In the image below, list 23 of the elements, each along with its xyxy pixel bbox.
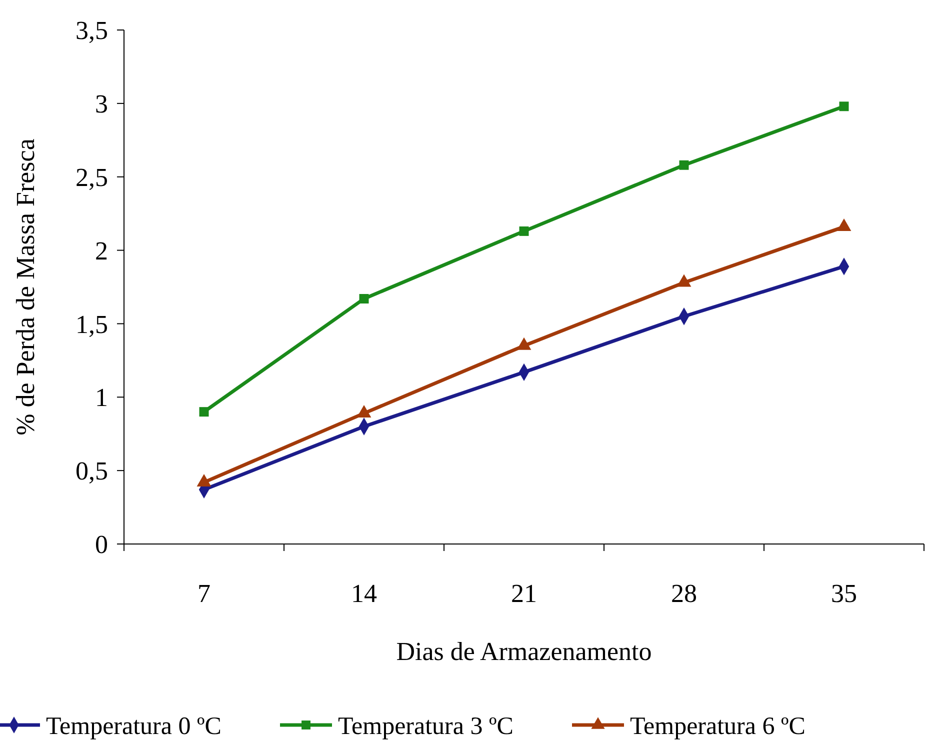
x-tick-label: 14	[351, 579, 377, 608]
point	[679, 160, 689, 170]
y-tick-label: 1,5	[76, 310, 108, 339]
y-tick-label: 0	[95, 530, 108, 560]
y-axis-title: % de Perda de Massa Fresca	[11, 138, 40, 436]
x-axis-title: Dias de Armazenamento	[396, 637, 652, 666]
point	[359, 294, 369, 304]
y-tick-label: 3	[95, 90, 108, 119]
x-tick-label: 35	[831, 579, 857, 608]
x-tick-label: 28	[671, 579, 697, 608]
point	[839, 102, 849, 112]
point	[519, 226, 529, 236]
point	[199, 407, 209, 417]
legend-label: Temperatura 3 ºC	[338, 712, 514, 740]
y-tick-label: 1	[95, 383, 108, 412]
x-tick-label: 7	[198, 579, 210, 608]
x-tick-label: 21	[511, 579, 537, 608]
y-tick-label: 0,5	[76, 456, 108, 486]
legend-label: Temperatura 6 ºC	[630, 712, 806, 740]
legend-label: Temperatura 0 ºC	[46, 712, 222, 740]
y-tick-label: 2	[95, 236, 108, 266]
y-tick-label: 3,5	[76, 16, 108, 46]
y-tick-label: 2,5	[76, 162, 108, 192]
